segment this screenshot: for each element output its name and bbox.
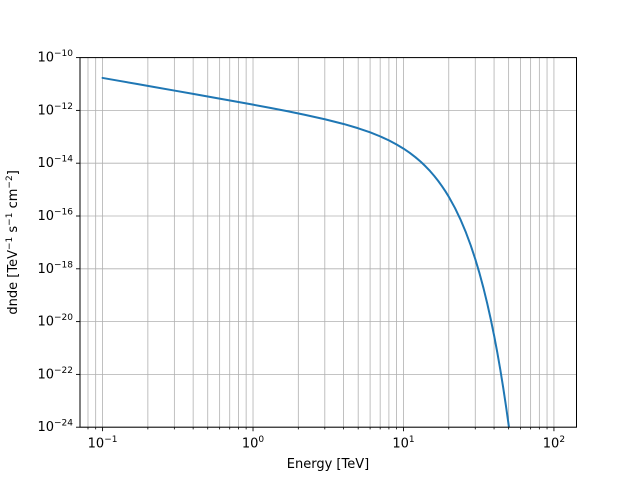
x-tick-label: 100 bbox=[242, 435, 265, 452]
x-tick-label: 10−1 bbox=[88, 435, 118, 452]
plot-background bbox=[80, 57, 577, 428]
y-tick-label: 10−18 bbox=[37, 260, 73, 277]
y-tick-label: 10−24 bbox=[37, 419, 73, 436]
y-tick-label: 10−16 bbox=[37, 208, 73, 225]
x-tick-label: 101 bbox=[392, 435, 414, 452]
y-tick-label: 10−10 bbox=[37, 49, 73, 66]
y-axis-label: dnde [TeV−1 s−1 cm−2] bbox=[5, 170, 21, 314]
x-axis-label: Energy [TeV] bbox=[287, 457, 369, 472]
x-tick-label: 102 bbox=[543, 435, 565, 452]
y-tick-label: 10−20 bbox=[37, 313, 73, 330]
y-tick-label: 10−22 bbox=[37, 366, 73, 383]
y-tick-label: 10−14 bbox=[37, 155, 73, 172]
flux-curve bbox=[101, 76, 510, 428]
axes-frame bbox=[79, 57, 577, 428]
y-tick-label: 10−12 bbox=[37, 102, 73, 119]
